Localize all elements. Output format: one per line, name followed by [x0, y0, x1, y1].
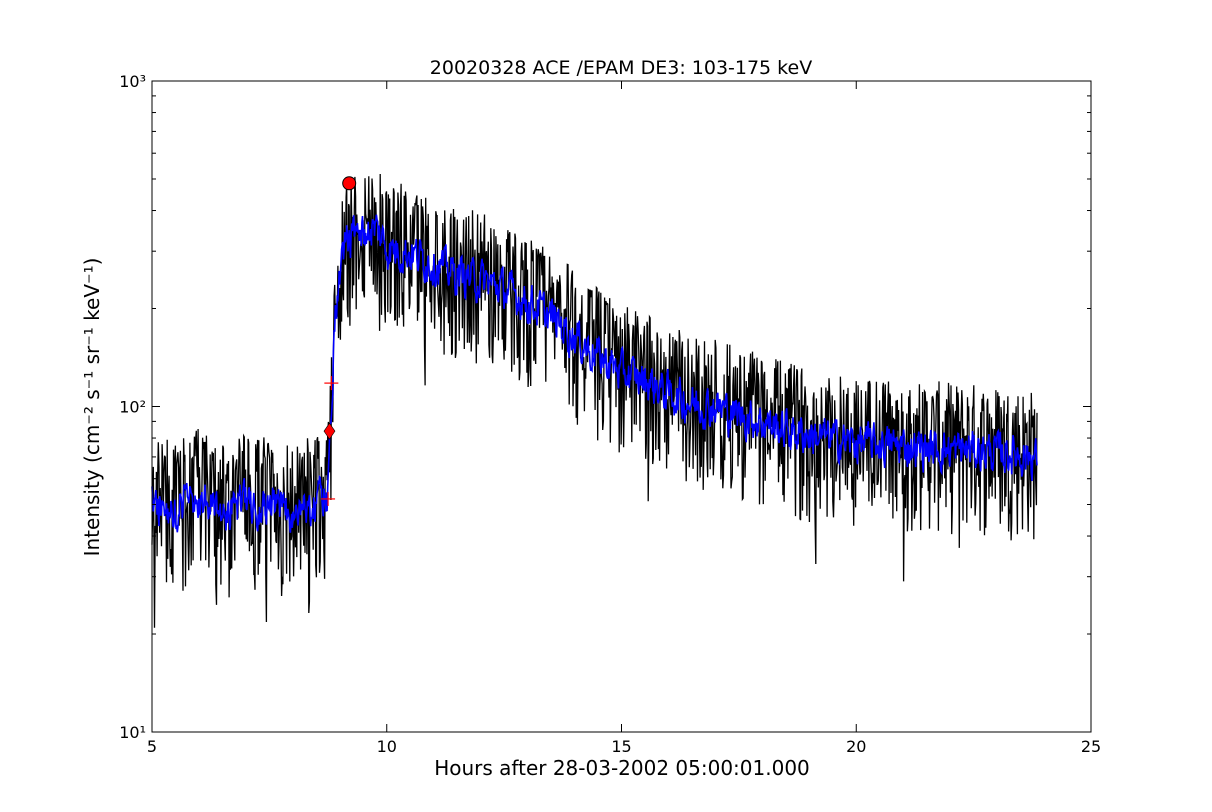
y-tick-label: 10³ [119, 72, 146, 91]
y-tick-label: 10¹ [119, 723, 146, 742]
marker-layer [321, 176, 357, 506]
smoothed-intensity-line [151, 214, 1038, 533]
x-tick-label: 10 [377, 737, 397, 756]
onset-marker [323, 422, 336, 440]
tick-layer: 5 10 15 20 25 10¹ 10² 10³ [119, 72, 1101, 756]
x-axis-title: Hours after 28-03-2002 05:00:01.000 [434, 756, 810, 780]
x-tick-label: 5 [147, 737, 157, 756]
plus-marker [324, 376, 339, 391]
x-tick-label: 25 [1081, 737, 1101, 756]
x-tick-label: 15 [611, 737, 631, 756]
plus-marker [321, 491, 336, 506]
y-axis-title: Intensity (cm⁻² s⁻¹ sr⁻¹ keV⁻¹) [80, 258, 104, 557]
series-layer [151, 173, 1038, 628]
x-tick-label: 20 [846, 737, 866, 756]
peak-marker [342, 176, 357, 191]
y-tick-label: 10² [119, 398, 146, 417]
chart-title: 20020328 ACE /EPAM DE3: 103-175 keV [430, 57, 812, 79]
